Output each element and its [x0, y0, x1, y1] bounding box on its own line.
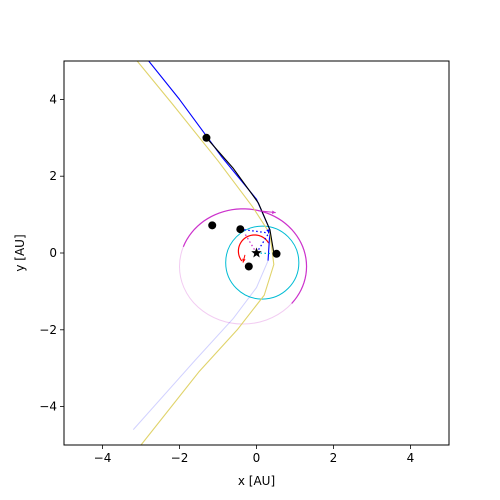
- x-axis-label: x [AU]: [238, 474, 275, 488]
- body-marker-0: [202, 133, 211, 142]
- velocity-arrow-head-0: [271, 210, 276, 215]
- body-marker-1: [208, 221, 217, 230]
- star-marker: [251, 247, 262, 258]
- velocity-arrow-head-2: [242, 258, 246, 263]
- trajectory-line-2: [206, 137, 275, 254]
- y-tick-label-2: 0: [49, 246, 57, 260]
- orbit-arc-2: [182, 208, 308, 304]
- x-tick-label-1: −2: [171, 451, 189, 465]
- orbit-arc-0: [237, 234, 270, 262]
- x-tick-label-2: 0: [253, 451, 261, 465]
- y-tick-label-0: −4: [39, 400, 57, 414]
- trajectory-faded-0: [132, 260, 269, 430]
- trajectory-line-1: [136, 61, 275, 445]
- y-tick-label-3: 2: [49, 169, 57, 183]
- plot-area: [132, 61, 308, 445]
- ticks: −4 −2 0 2 4 −4 −2 0 2 4: [39, 92, 414, 465]
- dotted-line-1: [240, 228, 269, 234]
- x-tick-label-3: 2: [330, 451, 338, 465]
- y-axis-label: y [AU]: [13, 234, 27, 271]
- velocity-arrow-head-1: [266, 229, 270, 234]
- body-marker-3: [272, 249, 281, 258]
- orbit-ellipse-1: [225, 225, 300, 300]
- x-tick-label-4: 4: [407, 451, 415, 465]
- body-marker-4: [244, 262, 253, 271]
- y-tick-label-4: 4: [49, 92, 57, 106]
- trajectory-line-0: [148, 61, 271, 261]
- dotted-line-0: [255, 232, 270, 254]
- body-marker-2: [236, 225, 245, 234]
- y-tick-label-1: −2: [39, 323, 57, 337]
- x-tick-label-0: −4: [94, 451, 112, 465]
